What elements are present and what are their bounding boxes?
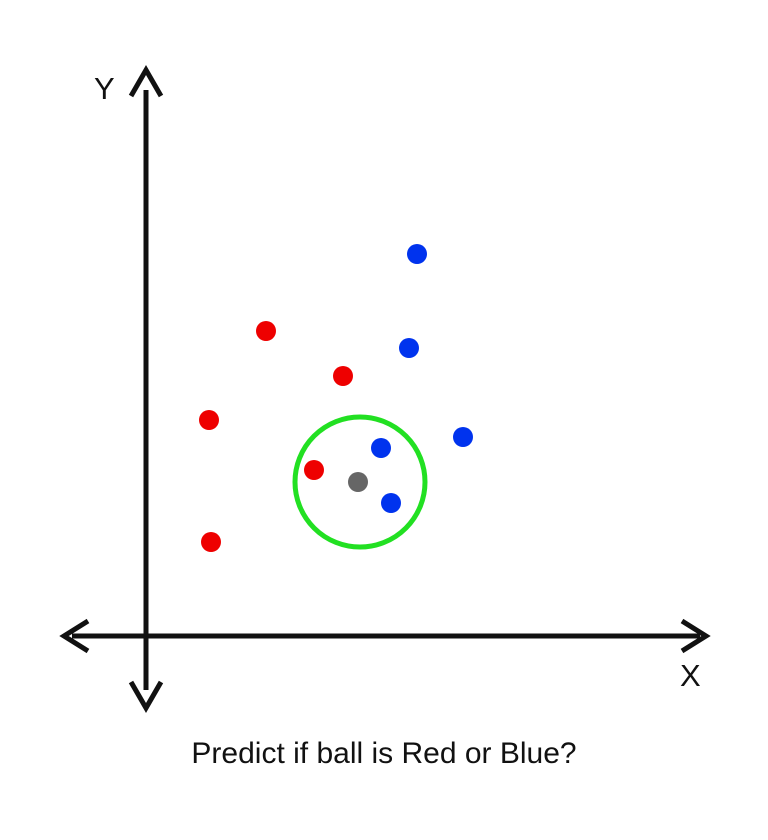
diagram-caption: Predict if ball is Red or Blue? bbox=[191, 737, 576, 770]
x-axis-label: X bbox=[680, 658, 701, 693]
blue-point bbox=[371, 438, 391, 458]
query-point bbox=[348, 472, 368, 492]
blue-point bbox=[399, 338, 419, 358]
x-axis-left-arrow bbox=[59, 618, 90, 654]
y-axis-label: Y bbox=[94, 71, 115, 106]
blue-point bbox=[453, 427, 473, 447]
neighborhood-circle bbox=[292, 414, 428, 550]
x-axis-right-arrow bbox=[680, 618, 711, 654]
blue-point bbox=[381, 493, 401, 513]
red-point bbox=[201, 532, 221, 552]
data-points bbox=[199, 244, 473, 552]
red-point bbox=[256, 321, 276, 341]
blue-point bbox=[407, 244, 427, 264]
y-axis-up-arrow bbox=[128, 64, 164, 98]
red-point bbox=[199, 410, 219, 430]
y-axis-down-arrow bbox=[128, 680, 164, 714]
x-axis bbox=[59, 618, 711, 654]
red-point bbox=[333, 366, 353, 386]
y-axis bbox=[128, 64, 164, 714]
red-point bbox=[304, 460, 324, 480]
